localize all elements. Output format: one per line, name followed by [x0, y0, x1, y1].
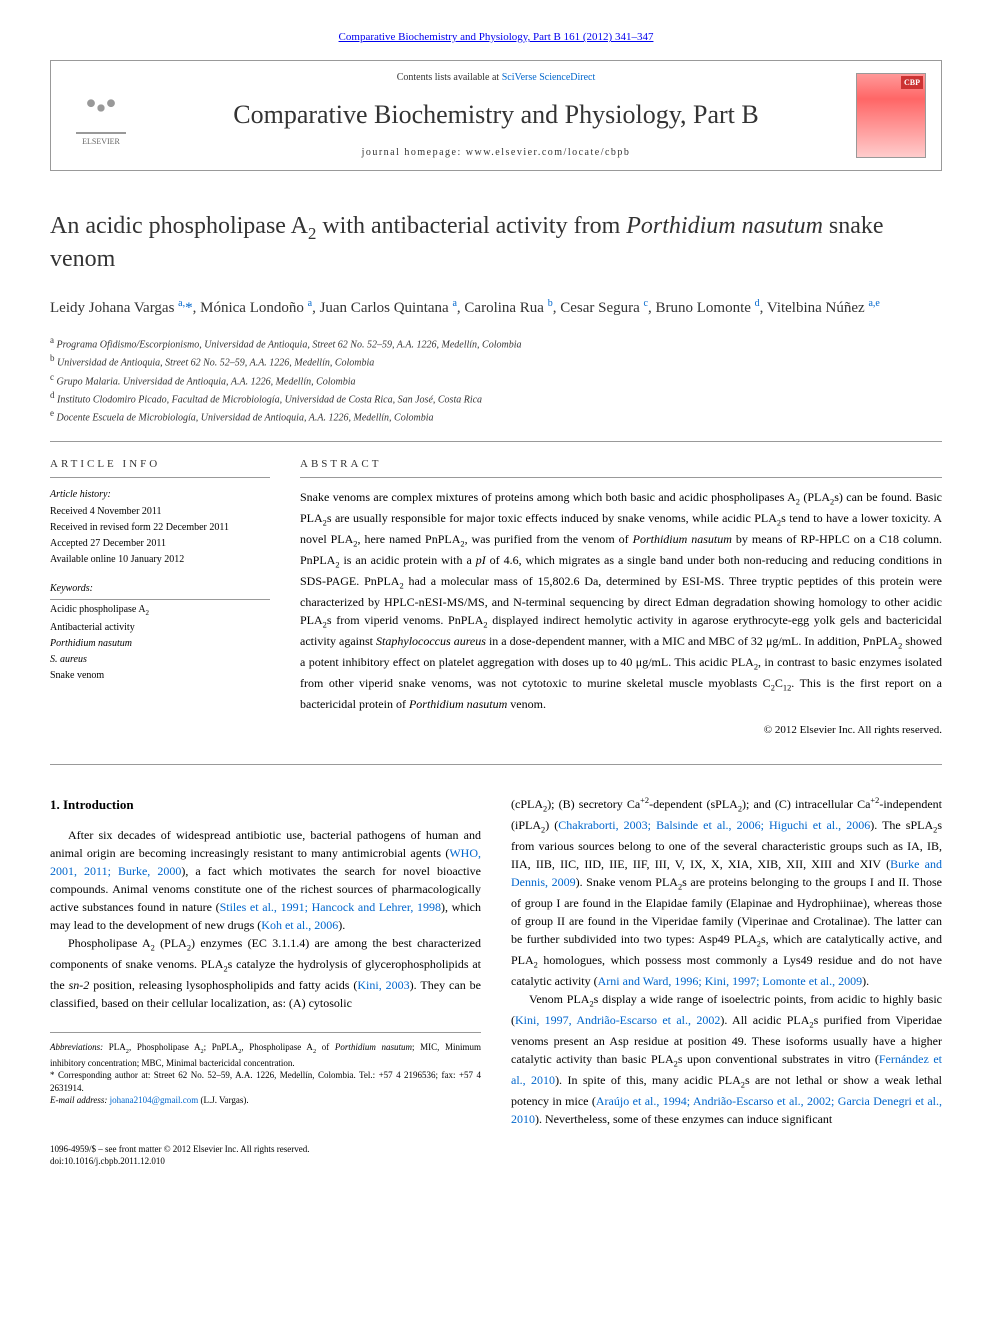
keyword-item: Porthidium nasutum	[50, 637, 270, 651]
issn-text: 1096-4959/$ – see front matter © 2012 El…	[50, 1143, 310, 1156]
affiliation-item: c Grupo Malaria. Universidad de Antioqui…	[50, 371, 942, 389]
doi-text: doi:10.1016/j.cbpb.2011.12.010	[50, 1155, 310, 1168]
keywords-label: Keywords:	[50, 582, 270, 600]
affiliation-item: d Instituto Clodomiro Picado, Facultad d…	[50, 389, 942, 407]
contents-available-text: Contents lists available at SciVerse Sci…	[156, 71, 836, 85]
intro-para-1: After six decades of widespread antibiot…	[50, 826, 481, 934]
abbreviations: Abbreviations: PLA2, Phospholipase A2; P…	[50, 1041, 481, 1069]
elsevier-tree-icon	[76, 84, 126, 134]
divider	[50, 764, 942, 765]
info-abstract-row: ARTICLE INFO Article history: Received 4…	[50, 457, 942, 739]
header-center: Contents lists available at SciVerse Sci…	[136, 71, 856, 159]
affiliation-item: a Programa Ofidismo/Escorpionismo, Unive…	[50, 334, 942, 352]
article-title: An acidic phospholipase A2 with antibact…	[50, 211, 942, 276]
history-item: Accepted 27 December 2011	[50, 537, 270, 551]
authors-list: Leidy Johana Vargas a,*, Mónica Londoño …	[50, 296, 942, 320]
affiliation-item: b Universidad de Antioquia, Street 62 No…	[50, 352, 942, 370]
abstract-column: ABSTRACT Snake venoms are complex mixtur…	[300, 457, 942, 739]
keyword-item: Snake venom	[50, 669, 270, 683]
elsevier-label: ELSEVIER	[82, 136, 120, 147]
history-item: Received 4 November 2011	[50, 505, 270, 519]
article-info-label: ARTICLE INFO	[50, 457, 270, 478]
footer-notes: Abbreviations: PLA2, Phospholipase A2; P…	[50, 1032, 481, 1107]
left-column: 1. Introduction After six decades of wid…	[50, 795, 481, 1128]
email-address: E-mail address: johana2104@gmail.com (L.…	[50, 1094, 481, 1107]
intro-para-3: (cPLA2); (B) secretory Ca+2-dependent (s…	[511, 795, 942, 990]
right-column: (cPLA2); (B) secretory Ca+2-dependent (s…	[511, 795, 942, 1128]
intro-para-2: Phospholipase A2 (PLA2) enzymes (EC 3.1.…	[50, 934, 481, 1012]
journal-citation-link[interactable]: Comparative Biochemistry and Physiology,…	[339, 31, 654, 43]
history-item: Received in revised form 22 December 201…	[50, 521, 270, 535]
journal-name: Comparative Biochemistry and Physiology,…	[156, 97, 836, 133]
keyword-item: Acidic phospholipase A2	[50, 603, 270, 619]
affiliation-item: e Docente Escuela de Microbiología, Univ…	[50, 407, 942, 425]
abstract-copyright: © 2012 Elsevier Inc. All rights reserved…	[300, 723, 942, 738]
elsevier-logo: ELSEVIER	[66, 81, 136, 151]
abstract-label: ABSTRACT	[300, 457, 942, 478]
history-item: Available online 10 January 2012	[50, 553, 270, 567]
journal-citation: Comparative Biochemistry and Physiology,…	[50, 30, 942, 45]
affiliations-list: a Programa Ofidismo/Escorpionismo, Unive…	[50, 334, 942, 426]
abstract-text: Snake venoms are complex mixtures of pro…	[300, 488, 942, 713]
keyword-item: S. aureus	[50, 653, 270, 667]
journal-cover-thumbnail: CBP	[856, 73, 926, 158]
history-label: Article history:	[50, 488, 270, 502]
corresponding-author: * Corresponding author at: Street 62 No.…	[50, 1069, 481, 1094]
sciverse-link[interactable]: SciVerse ScienceDirect	[502, 72, 596, 83]
article-info-column: ARTICLE INFO Article history: Received 4…	[50, 457, 270, 739]
intro-title: 1. Introduction	[50, 795, 481, 815]
journal-homepage: journal homepage: www.elsevier.com/locat…	[156, 146, 836, 160]
journal-cover-label: CBP	[901, 76, 923, 89]
body-columns: 1. Introduction After six decades of wid…	[50, 795, 942, 1128]
keyword-item: Antibacterial activity	[50, 621, 270, 635]
page-footer: 1096-4959/$ – see front matter © 2012 El…	[50, 1143, 942, 1168]
journal-header: ELSEVIER Contents lists available at Sci…	[50, 60, 942, 170]
intro-para-4: Venom PLA2s display a wide range of isoe…	[511, 990, 942, 1128]
divider	[50, 441, 942, 442]
